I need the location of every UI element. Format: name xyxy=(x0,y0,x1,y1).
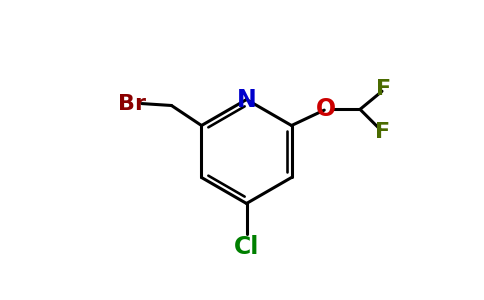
Text: O: O xyxy=(316,97,336,121)
Text: N: N xyxy=(237,88,257,112)
Text: F: F xyxy=(377,79,392,99)
Text: Cl: Cl xyxy=(234,235,259,259)
Text: F: F xyxy=(375,122,390,142)
Text: Br: Br xyxy=(118,94,146,114)
